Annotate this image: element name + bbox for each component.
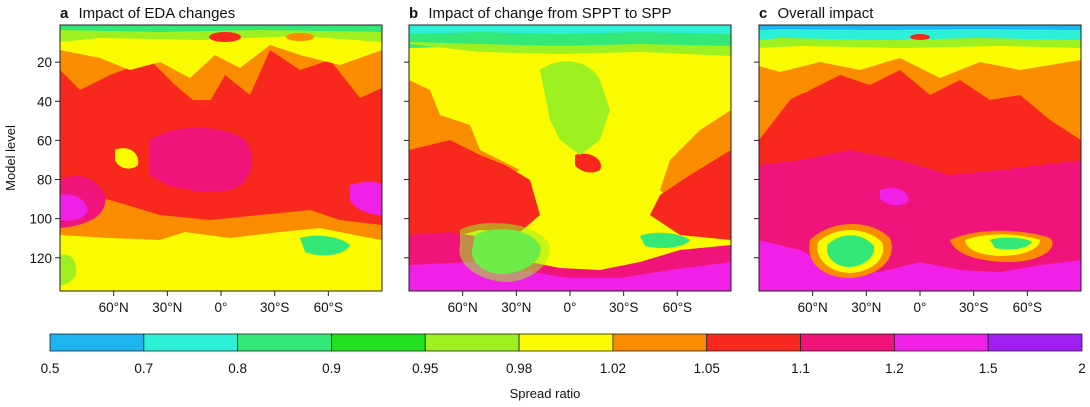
panel-c-region-yellow-upper [759,40,1081,78]
colorbar-tick-label: 1.02 [600,361,626,376]
panel-c-region-blue-top [759,25,1081,30]
panel-a-region-magenta [150,127,253,192]
panel-b-xtick-label: 30°S [609,300,638,315]
colorbar-tick-label: 1.5 [979,361,998,376]
panel-c-region-green-blob [827,235,875,267]
panel-a-region-purple-left [60,194,88,221]
panel-b-region-lightgreen-top [409,42,731,56]
panel-c: c Overall impact [758,5,1082,292]
panel-a-xtick-label: 30°S [260,300,289,315]
colorbar-tick-label: 0.98 [506,361,532,376]
colorbar-label: Spread ratio [510,386,581,401]
panel-a-xtick-label: 60°N [99,300,129,315]
axes-layer: 60°N 30°N 0° 30°S 60°S 20 40 60 80 100 120 60°N 30°N… [29,55,1042,315]
panel-b-region-red-center [575,153,601,173]
y-axis-label: Model level [3,125,18,191]
panel-a: a Impact of EDA changes [59,5,383,292]
panel-b: b Impact of change from SPPT to SPP [408,5,732,292]
colorbar-tick-label: 0.7 [134,361,153,376]
panel-b-heatmap [409,25,731,291]
panel-c-xtick-label: 0° [914,300,927,315]
panel-c-xtick-label: 60°S [1013,300,1042,315]
panel-c-region-purple [759,240,1081,291]
colorbar-segment [800,333,895,352]
panel-c-xtick-label: 30°S [959,300,988,315]
panel-a-title: a Impact of EDA changes [60,5,235,22]
panel-a-ytick-label: 100 [29,212,52,227]
panel-a-region-red-top [209,32,241,42]
panel-c-region-purple-mid [880,188,909,206]
panel-a-letter: a [60,5,69,22]
panel-a-heatmap [60,25,382,291]
colorbar-segment [518,333,614,352]
panel-c-xtick-label: 30°N [851,300,881,315]
colorbar-tick-label: 0.95 [412,361,438,376]
panel-b-title-text: Impact of change from SPPT to SPP [428,5,671,22]
panel-c-region-orange-upper [759,45,1081,140]
panel-a-title-text: Impact of EDA changes [79,5,236,22]
colorbar-segment [706,333,801,352]
colorbar-segment [893,333,989,352]
colorbar-tick-label: 0.5 [41,361,60,376]
panel-c-title: c Overall impact [759,5,874,22]
panel-a-ytick-label: 40 [37,94,52,109]
colorbar-segment [49,333,145,352]
panel-b-xtick-label: 60°S [663,300,692,315]
panel-b-region-green-right [640,232,690,248]
panel-b-region-lightgreen-mid [540,61,610,155]
panel-b-region-teal-top [409,25,731,34]
colorbar-segment [237,333,332,352]
panel-b-region-lightgreen-blob [459,222,551,282]
panel-a-region-green-lowleft [60,254,77,285]
panel-a-region-yellow-lower [60,228,382,291]
panel-c-region-green-right [990,237,1032,250]
colorbar-tick-label: 1.1 [791,361,810,376]
colorbar-tick-label: 0.8 [228,361,247,376]
panel-a-region-purple-right [350,181,382,215]
panel-b-region-red-left [409,140,540,250]
panel-a-xtick-label: 60°S [314,300,343,315]
panel-b-region-red-right [650,150,731,240]
colorbar-segment [987,333,1083,352]
colorbar-tick-label: 1.2 [885,361,904,376]
panel-c-title-text: Overall impact [778,5,875,22]
panel-a-ytick-label: 120 [29,251,52,266]
panel-c-region-red-top [910,34,930,40]
panel-b-xtick-label: 60°N [448,300,478,315]
panel-b-xtick-label: 30°N [501,300,531,315]
panel-b-title: b Impact of change from SPPT to SPP [409,5,672,22]
colorbar-tick-label: 2 [1078,361,1086,376]
panel-b-letter: b [409,5,418,22]
panel-c-xtick-label: 60°N [798,300,828,315]
panel-a-ytick-label: 60 [37,133,52,148]
panel-a-ytick-label: 20 [37,55,52,70]
panel-a-xtick-label: 30°N [152,300,182,315]
panel-a-ytick-label: 80 [37,173,52,188]
colorbar-segment [612,333,708,352]
colorbar-tick-label: 0.9 [322,361,341,376]
colorbar-segment [143,333,239,352]
colorbar: 0.5 0.7 0.8 0.9 0.95 0.98 1.02 1.05 1.1 1.2 1.5 2 [41,333,1086,376]
colorbar-tick-label: 1.05 [694,361,720,376]
colorbar-segment [331,333,426,352]
panel-c-heatmap [759,25,1081,291]
panel-c-letter: c [759,5,767,22]
panel-a-xtick-label: 0° [215,300,228,315]
panel-a-region-green-lower [300,235,350,256]
panel-a-region-yellow-mid [115,148,139,169]
panel-a-region-teal-top [60,25,382,32]
colorbar-segment [424,333,520,352]
panel-b-xtick-label: 0° [564,300,577,315]
panel-a-region-orange-top [286,33,314,41]
